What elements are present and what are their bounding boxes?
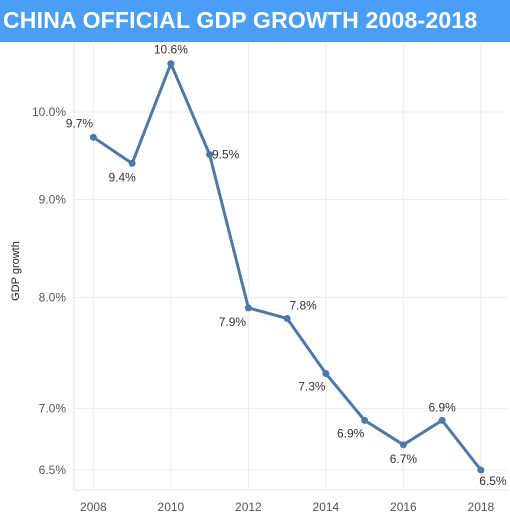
data-label: 6.7% — [390, 452, 418, 466]
data-point — [477, 466, 485, 474]
data-point — [206, 151, 214, 159]
data-label: 7.3% — [298, 380, 326, 394]
title-bar: CHINA OFFICIAL GDP GROWTH 2008-2018 — [0, 0, 510, 42]
x-tick-label: 2014 — [313, 500, 340, 514]
data-label: 6.9% — [337, 426, 365, 440]
x-tick-label: 2016 — [390, 500, 417, 514]
x-tick-label: 2008 — [80, 500, 107, 514]
data-point — [438, 416, 446, 424]
series-line — [91, 62, 483, 472]
data-point — [322, 370, 330, 378]
y-axis-title: GDP growth — [10, 241, 22, 301]
data-point — [167, 60, 175, 68]
data-point — [399, 441, 407, 449]
x-tick-label: 2018 — [468, 500, 495, 514]
data-label: 10.6% — [154, 43, 188, 57]
data-label: 9.4% — [108, 170, 136, 184]
data-label: 7.8% — [289, 298, 317, 312]
chart-title: CHINA OFFICIAL GDP GROWTH 2008-2018 — [3, 7, 478, 33]
data-point — [128, 159, 136, 167]
data-point — [283, 314, 291, 322]
y-tick-label: 6.5% — [39, 463, 67, 477]
data-label: 9.5% — [212, 148, 240, 162]
x-tick-label: 2010 — [158, 500, 185, 514]
data-point — [361, 416, 369, 424]
data-label: 9.7% — [66, 116, 94, 130]
data-label: 6.9% — [428, 400, 456, 414]
data-label: 6.5% — [479, 474, 507, 488]
data-point — [89, 133, 97, 141]
data-point — [244, 304, 252, 312]
y-tick-label: 10.0% — [32, 105, 66, 119]
y-tick-label: 7.0% — [39, 401, 67, 415]
x-tick-label: 2012 — [235, 500, 262, 514]
y-tick-label: 9.0% — [39, 193, 67, 207]
y-tick-label: 8.0% — [39, 290, 67, 304]
data-label: 7.9% — [219, 315, 247, 329]
